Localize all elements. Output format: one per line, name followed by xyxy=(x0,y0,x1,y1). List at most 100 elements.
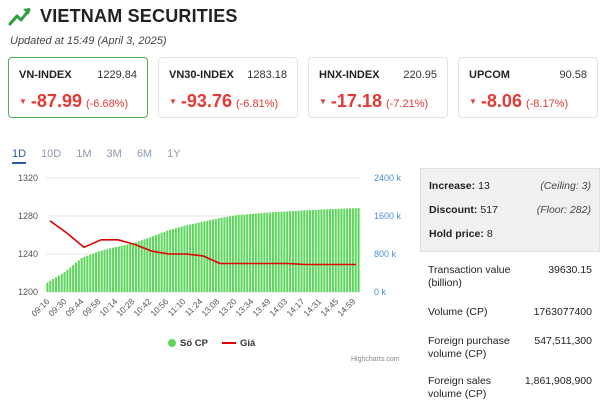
floor-count: (Floor: 282) xyxy=(536,204,591,216)
hold-count: 8 xyxy=(486,228,493,240)
index-value: 1229.84 xyxy=(97,69,137,81)
index-change: ▼ -8.06 (-8.17%) xyxy=(469,91,568,112)
index-card-hnx-index[interactable]: HNX-INDEX 220.95 ▼ -17.18 (-7.21%) xyxy=(308,57,448,118)
updated-timestamp: Updated at 15:49 (April 3, 2025) xyxy=(10,35,167,47)
volume-bar xyxy=(160,232,163,292)
right-axis-tick-label: 1600 k xyxy=(374,211,402,221)
volume-bar xyxy=(274,211,277,292)
index-card-upcom[interactable]: UPCOM 90.58 ▼ -8.06 (-8.17%) xyxy=(458,57,598,118)
volume-bar xyxy=(323,209,326,292)
index-change-percent: (-6.68%) xyxy=(85,98,129,110)
volume-bar xyxy=(289,211,292,292)
trending-up-arrow-icon xyxy=(8,8,31,26)
index-card-vn-index[interactable]: VN-INDEX 1229.84 ▼ -87.99 (-6.68%) xyxy=(8,57,148,118)
index-change-value: -17.18 xyxy=(330,91,382,111)
volume-bar xyxy=(343,208,346,292)
volume-bar xyxy=(263,212,266,292)
index-change-value: -8.06 xyxy=(480,91,522,111)
volume-bar xyxy=(223,217,226,292)
stat-value: 547,511,300 xyxy=(534,335,592,347)
volume-bar xyxy=(348,208,352,292)
volume-bar xyxy=(180,226,183,292)
volume-bar xyxy=(63,272,66,292)
chart-credit[interactable]: Highcharts.com xyxy=(351,356,400,363)
x-axis-tick-label: 14:59 xyxy=(335,296,357,318)
volume-bar xyxy=(112,247,115,292)
price-line xyxy=(49,220,356,266)
volume-bar xyxy=(234,215,237,292)
volume-bar xyxy=(294,210,297,292)
range-tab-1y[interactable]: 1Y xyxy=(167,148,181,160)
index-change-value: -93.76 xyxy=(180,91,232,111)
index-change-percent: (-6.81%) xyxy=(235,98,279,110)
volume-bar xyxy=(194,223,197,292)
volume-bar xyxy=(77,260,80,292)
volume-bar xyxy=(169,229,172,292)
volume-bar xyxy=(157,233,160,292)
volume-bar xyxy=(129,243,132,292)
stat-label: Foreign sales volume (CP) xyxy=(428,375,492,400)
range-tab-3m[interactable]: 3M xyxy=(106,148,122,160)
volume-bar xyxy=(254,213,257,292)
volume-bar xyxy=(54,277,58,292)
volume-bar xyxy=(143,239,146,292)
volume-bar xyxy=(46,282,49,292)
index-cards: VN-INDEX 1229.84 ▼ -87.99 (-6.68%) VN30-… xyxy=(8,57,600,118)
discount-count: 517 xyxy=(480,204,498,216)
market-breadth: Increase: 13 (Ceiling: 3) Discount: 517 … xyxy=(420,168,600,252)
legend-marker-so-cp xyxy=(168,339,176,347)
stat-foreign-purchase: Foreign purchase volume (CP) 547,511,300 xyxy=(428,335,592,361)
range-tab-6m[interactable]: 6M xyxy=(136,148,153,160)
caret-down-icon: ▼ xyxy=(469,97,477,106)
index-change-percent: (-7.21%) xyxy=(385,98,429,110)
x-axis-tick-label: 13:49 xyxy=(250,296,272,318)
volume-bar xyxy=(331,208,334,292)
volume-bar xyxy=(251,213,254,292)
index-value: 220.95 xyxy=(403,69,437,81)
volume-bar xyxy=(69,267,72,292)
index-card-vn30-index[interactable]: VN30-INDEX 1283.18 ▼ -93.76 (-6.81%) xyxy=(158,57,298,118)
volume-bar xyxy=(186,225,189,292)
volume-bar xyxy=(211,219,215,292)
legend-label-so-cp: Số CP xyxy=(180,338,209,349)
increase-count: 13 xyxy=(478,180,490,192)
volume-bar xyxy=(271,212,274,292)
index-change: ▼ -17.18 (-7.21%) xyxy=(319,91,428,112)
volume-bar xyxy=(200,222,203,292)
volume-bar xyxy=(328,209,332,292)
volume-bar xyxy=(303,210,306,292)
volume-bar xyxy=(231,215,235,292)
volume-bar xyxy=(337,208,340,292)
volume-bar xyxy=(237,214,240,292)
x-axis-tick-label: 13:08 xyxy=(199,296,221,318)
index-change: ▼ -87.99 (-6.68%) xyxy=(19,91,128,112)
stat-transaction-value: Transaction value (billion) 39630.15 xyxy=(428,264,592,290)
right-axis-tick-label: 800 k xyxy=(374,249,397,259)
volume-bar xyxy=(217,218,220,292)
x-axis-tick-label: 14:17 xyxy=(284,296,306,318)
volume-bar xyxy=(177,227,180,292)
volume-bar xyxy=(49,280,52,292)
volume-bar xyxy=(286,211,289,292)
index-change-value: -87.99 xyxy=(30,91,82,111)
volume-bar xyxy=(317,209,320,292)
range-tab-10d[interactable]: 10D xyxy=(41,148,62,160)
range-tab-1d[interactable]: 1D xyxy=(12,148,27,164)
left-axis-tick-label: 1240 xyxy=(18,249,38,259)
index-value: 1283.18 xyxy=(247,69,287,81)
left-axis-tick-label: 1280 xyxy=(18,211,38,221)
volume-bar xyxy=(123,245,126,292)
volume-bar xyxy=(92,253,95,292)
index-name: VN30-INDEX xyxy=(169,69,234,81)
volume-bar xyxy=(60,273,63,292)
range-tab-1m[interactable]: 1M xyxy=(76,148,92,160)
volume-bar xyxy=(334,208,337,292)
x-axis-tick-label: 09:44 xyxy=(63,296,85,318)
x-axis-tick-label: 10:56 xyxy=(148,296,170,318)
volume-bar xyxy=(137,241,140,292)
volume-bar xyxy=(300,210,303,292)
increase-row: Increase: 13 (Ceiling: 3) xyxy=(429,174,591,198)
volume-bar xyxy=(57,275,60,292)
volume-bar xyxy=(243,214,246,292)
x-axis-tick-label: 10:14 xyxy=(97,296,119,318)
